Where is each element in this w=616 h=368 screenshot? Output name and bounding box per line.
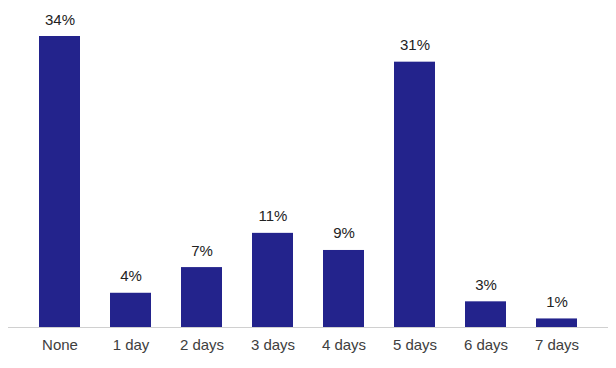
svg-text:1%: 1% [546, 293, 568, 310]
svg-text:7 days: 7 days [535, 336, 579, 353]
svg-text:4%: 4% [120, 267, 142, 284]
svg-text:2 days: 2 days [180, 336, 224, 353]
svg-text:None: None [42, 336, 78, 353]
svg-text:4 days: 4 days [322, 336, 366, 353]
svg-text:6 days: 6 days [464, 336, 508, 353]
svg-text:3%: 3% [475, 276, 497, 293]
svg-text:1 day: 1 day [113, 336, 150, 353]
svg-text:5 days: 5 days [393, 336, 437, 353]
svg-text:11%: 11% [259, 207, 288, 224]
svg-text:34%: 34% [45, 11, 75, 28]
svg-text:7%: 7% [191, 242, 213, 259]
svg-text:3 days: 3 days [251, 336, 295, 353]
svg-text:31%: 31% [400, 36, 430, 53]
svg-text:9%: 9% [333, 224, 355, 241]
